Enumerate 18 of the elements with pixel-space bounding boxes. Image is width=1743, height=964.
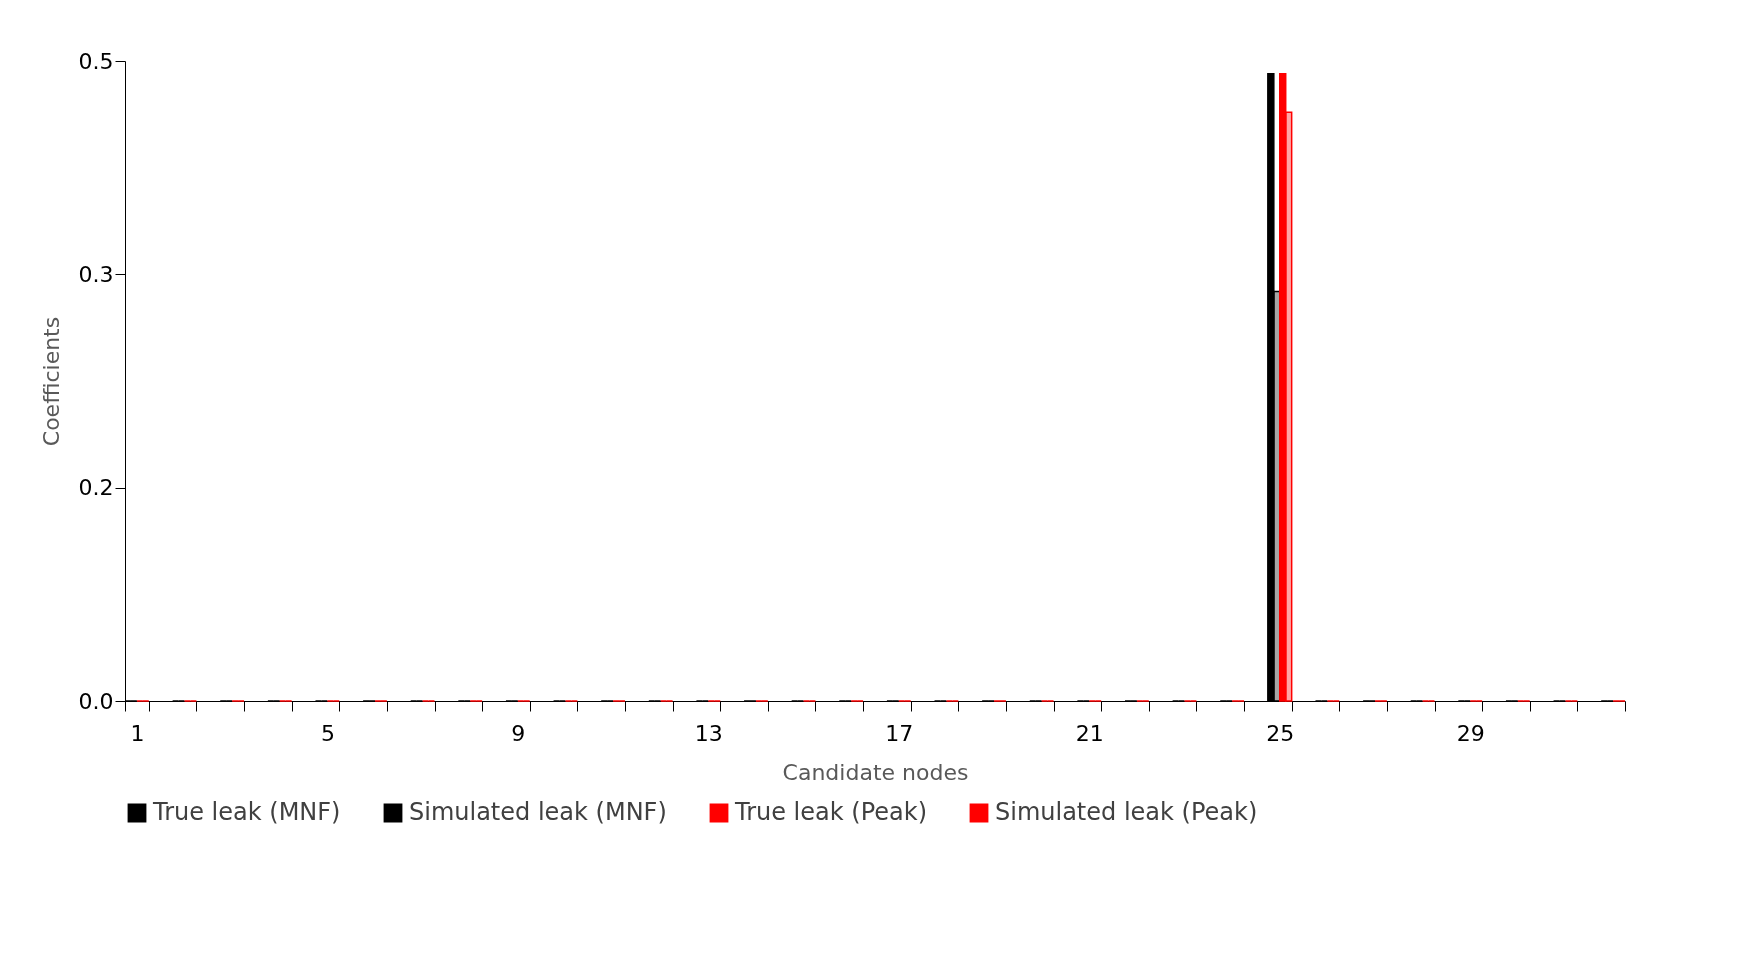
legend-label: Simulated leak (Peak) [995, 798, 1258, 826]
y-tick-label: 0.0 [78, 688, 114, 714]
y-axis-title: Coefficients [38, 316, 64, 447]
y-tick-label: 0.3 [78, 261, 114, 287]
x-tick-label: 29 [1456, 720, 1485, 746]
legend-label: Simulated leak (MNF) [409, 798, 667, 826]
x-tick-label: 5 [320, 720, 335, 746]
x-axis-title: Candidate nodes [782, 759, 969, 785]
y-tick-label: 0.2 [78, 475, 114, 501]
x-tick-label: 17 [885, 720, 914, 746]
y-tick-label: 0.5 [78, 48, 114, 74]
x-tick-label: 13 [694, 720, 723, 746]
x-tick-label: 9 [511, 720, 526, 746]
x-tick-label: 21 [1075, 720, 1104, 746]
legend-label: True leak (Peak) [734, 798, 927, 826]
x-tick-label: 1 [130, 720, 145, 746]
legend-label: True leak (MNF) [152, 798, 341, 826]
x-tick-label: 25 [1266, 720, 1295, 746]
